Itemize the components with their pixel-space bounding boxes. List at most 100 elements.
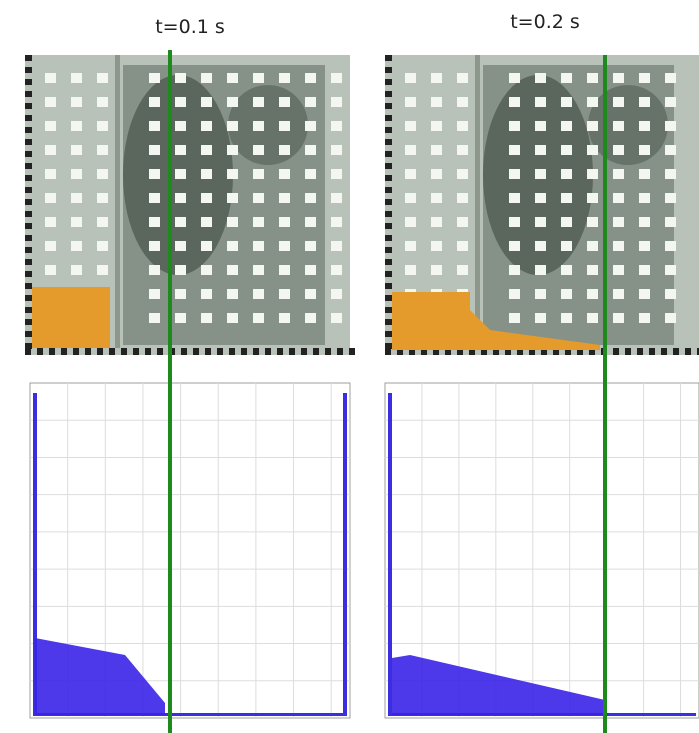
window bbox=[201, 265, 212, 275]
window bbox=[509, 97, 520, 107]
border-tick bbox=[25, 163, 32, 169]
window bbox=[587, 97, 598, 107]
border-tick bbox=[25, 67, 32, 73]
window bbox=[227, 313, 238, 323]
window bbox=[45, 121, 56, 131]
window bbox=[305, 217, 316, 227]
window bbox=[279, 265, 290, 275]
window bbox=[665, 265, 676, 275]
border-tick bbox=[25, 331, 32, 337]
window bbox=[561, 289, 572, 299]
border-tick bbox=[25, 247, 32, 253]
window bbox=[97, 73, 108, 83]
window bbox=[71, 73, 82, 83]
window bbox=[253, 241, 264, 251]
window bbox=[227, 217, 238, 227]
window bbox=[509, 313, 520, 323]
window bbox=[71, 241, 82, 251]
window bbox=[97, 97, 108, 107]
simulation-plot bbox=[30, 383, 350, 718]
window bbox=[45, 265, 56, 275]
border-tick bbox=[385, 55, 392, 61]
border-tick bbox=[385, 163, 392, 169]
window bbox=[45, 169, 56, 179]
border-tick bbox=[649, 348, 655, 355]
window bbox=[331, 169, 342, 179]
window bbox=[45, 145, 56, 155]
window bbox=[509, 169, 520, 179]
window bbox=[535, 73, 546, 83]
window bbox=[535, 97, 546, 107]
window bbox=[457, 169, 468, 179]
border-tick bbox=[25, 235, 32, 241]
left-wall-particles bbox=[388, 393, 392, 716]
window bbox=[431, 73, 442, 83]
border-tick bbox=[217, 348, 223, 355]
border-tick bbox=[625, 348, 631, 355]
window bbox=[149, 313, 160, 323]
window bbox=[587, 265, 598, 275]
window bbox=[405, 169, 416, 179]
border-tick bbox=[25, 259, 32, 265]
border-tick bbox=[385, 199, 392, 205]
border-tick bbox=[73, 348, 79, 355]
border-tick bbox=[301, 348, 307, 355]
window bbox=[201, 145, 212, 155]
border-tick bbox=[277, 348, 283, 355]
window bbox=[305, 73, 316, 83]
window bbox=[97, 193, 108, 203]
border-tick bbox=[25, 127, 32, 133]
window bbox=[305, 121, 316, 131]
window bbox=[71, 217, 82, 227]
smudge bbox=[228, 85, 308, 165]
window bbox=[279, 289, 290, 299]
window bbox=[227, 169, 238, 179]
border-tick bbox=[385, 151, 392, 157]
window bbox=[561, 145, 572, 155]
border-tick bbox=[25, 348, 31, 355]
window bbox=[639, 121, 650, 131]
border-tick bbox=[385, 187, 392, 193]
border-tick bbox=[385, 295, 392, 301]
time-label: t=0.2 s bbox=[510, 11, 580, 33]
window bbox=[149, 169, 160, 179]
window bbox=[509, 265, 520, 275]
window bbox=[509, 193, 520, 203]
window bbox=[561, 241, 572, 251]
sand bbox=[32, 287, 110, 348]
window bbox=[535, 265, 546, 275]
window bbox=[639, 169, 650, 179]
border-tick bbox=[25, 103, 32, 109]
window bbox=[253, 169, 264, 179]
border-tick bbox=[385, 211, 392, 217]
right-wall-particles bbox=[343, 393, 347, 716]
gate bbox=[475, 55, 480, 348]
border-tick bbox=[85, 348, 91, 355]
window bbox=[227, 145, 238, 155]
window bbox=[665, 241, 676, 251]
border-tick bbox=[25, 151, 32, 157]
window bbox=[175, 265, 186, 275]
window bbox=[535, 289, 546, 299]
border-tick bbox=[25, 91, 32, 97]
window bbox=[587, 289, 598, 299]
window bbox=[201, 313, 212, 323]
window bbox=[457, 73, 468, 83]
window bbox=[71, 145, 82, 155]
window bbox=[639, 97, 650, 107]
window bbox=[45, 97, 56, 107]
border-tick bbox=[673, 348, 679, 355]
window bbox=[509, 121, 520, 131]
window bbox=[201, 193, 212, 203]
window bbox=[331, 241, 342, 251]
border-tick bbox=[385, 307, 392, 313]
window bbox=[279, 145, 290, 155]
window bbox=[253, 217, 264, 227]
border-tick bbox=[25, 79, 32, 85]
window bbox=[279, 97, 290, 107]
border-tick bbox=[661, 348, 667, 355]
window bbox=[457, 193, 468, 203]
window bbox=[305, 193, 316, 203]
window bbox=[457, 265, 468, 275]
window bbox=[227, 241, 238, 251]
